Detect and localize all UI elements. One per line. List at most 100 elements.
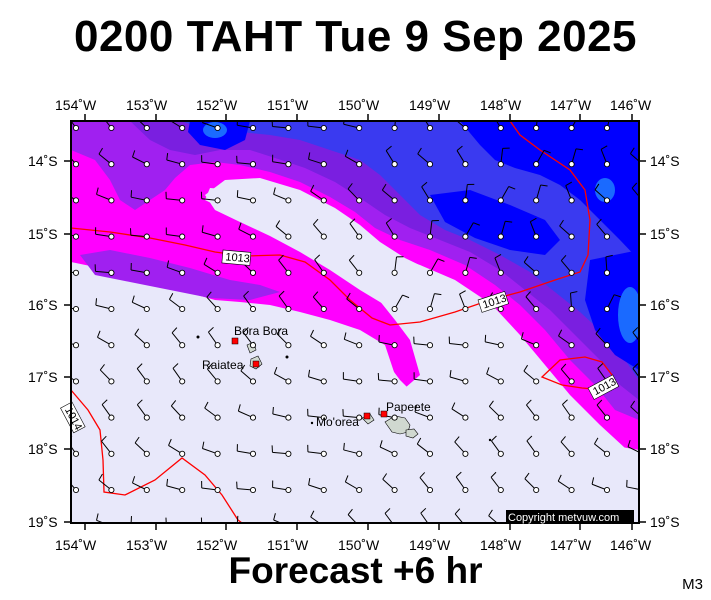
longitude-labels-top: 154˚W 153˚W 152˚W 151˚W 150˚W 149˚W 148˚… [55, 97, 652, 113]
wind-barb-station [640, 524, 645, 529]
wind-barb-feather [348, 254, 355, 261]
wind-barb-feather [597, 363, 604, 369]
lat-label-right-0: 14˚S [650, 153, 680, 169]
wind-barb-station [426, 342, 434, 349]
wind-barb-feather [382, 473, 388, 480]
wind-barb-station [391, 233, 398, 240]
wind-barb-station [640, 125, 645, 130]
wind-barb-station [426, 233, 434, 240]
latitude-labels-right: 14˚S 15˚S 16˚S 17˚S 18˚S 19˚S [650, 153, 680, 530]
wind-barb-feather [649, 294, 656, 296]
wind-barb-staff [420, 512, 429, 523]
wind-barb-feather [596, 218, 602, 225]
wind-barb-station [640, 487, 645, 492]
wind-barb-station [214, 269, 221, 276]
wind-barb-station [285, 124, 292, 132]
wind-barb-station [462, 342, 469, 349]
wind-barb-feather [560, 436, 566, 443]
wind-barb-station [603, 342, 611, 349]
wind-barb-feather [525, 291, 531, 298]
wind-barb-station [320, 233, 327, 240]
wind-barb-feather [454, 436, 460, 443]
wind-barb-station [568, 233, 575, 240]
wind-barb-station [285, 450, 292, 457]
wind-barb-station [568, 124, 575, 132]
wind-barb-feather [98, 473, 103, 481]
wind-barb-station [72, 124, 80, 132]
wind-barb-feather [575, 148, 584, 151]
wind-barb-staff [310, 516, 321, 523]
rain-blob-purple-west [80, 250, 280, 300]
wind-barb-station [497, 197, 504, 204]
lon-label-top-0: 154˚W [55, 97, 97, 113]
wind-barb-station [533, 197, 540, 204]
rain-core-deep-blue-north [460, 121, 639, 260]
wind-barb-feather [451, 402, 456, 410]
wind-barb-feather [273, 513, 276, 521]
wind-barb-station [640, 451, 645, 456]
lat-label-left-3: 17˚S [28, 369, 58, 385]
wind-barb-staff [96, 519, 105, 523]
wind-barb-station [143, 197, 150, 204]
wind-barb-station [462, 450, 469, 457]
lat-label-right-4: 18˚S [650, 441, 680, 457]
wind-barb-station [356, 124, 363, 132]
wind-barb-station [603, 305, 611, 313]
wind-barb-station [640, 306, 645, 311]
wind-barb-station [533, 161, 540, 168]
wind-barb-feather [310, 329, 314, 337]
wind-barb-staff [454, 513, 464, 523]
lon-label-bottom-3: 151˚W [267, 537, 309, 553]
wind-barb-station [640, 379, 645, 384]
wind-barb-station [143, 378, 150, 385]
wind-barb-feather [456, 145, 463, 151]
wind-barb-feather [96, 187, 99, 195]
wind-barb-feather [273, 366, 278, 374]
wind-barb-station [285, 305, 292, 313]
wind-barb-station [285, 378, 292, 385]
wind-barb-feather [459, 290, 466, 295]
wind-barb-station [391, 486, 398, 494]
wind-barb-station [603, 161, 611, 168]
wind-barb-station [497, 378, 504, 385]
wind-barb-feather [523, 364, 529, 372]
wind-barb-feather [562, 399, 568, 405]
wind-barb-station [640, 343, 645, 348]
wind-barb-feather [384, 508, 391, 514]
wind-barb-station [143, 161, 150, 168]
place-label-moorea: Mo'orea [316, 415, 359, 429]
lon-label-top-2: 152˚W [196, 97, 238, 113]
wind-barb-staff [626, 486, 639, 490]
wind-barb-feather [170, 400, 177, 407]
wind-barb-station [497, 269, 504, 276]
wind-barb-station [533, 269, 540, 276]
lat-label-left-4: 18˚S [28, 441, 58, 457]
wind-barb-feather [310, 184, 315, 192]
wind-barb-feather [343, 332, 347, 340]
wind-barb-feather [381, 183, 387, 191]
wind-barb-feather [488, 509, 493, 517]
wind-barb-station [568, 414, 575, 421]
map-ticks [64, 114, 646, 530]
wind-barb-station [426, 197, 434, 204]
wind-barb-station [249, 197, 257, 204]
map-title: 0200 TAHT Tue 9 Sep 2025 [73, 12, 638, 61]
latitude-labels-left: 14˚S 15˚S 16˚S 17˚S 18˚S 19˚S [28, 153, 58, 530]
wind-barb-station [72, 269, 80, 276]
wind-barb-staff [626, 525, 642, 526]
wind-barb-staff [347, 514, 357, 523]
wind-barb-station [72, 342, 80, 349]
wind-barb-station [179, 486, 186, 494]
wind-barb-station [72, 197, 80, 204]
wind-barb-station [463, 524, 468, 529]
wind-barb-station [73, 524, 78, 529]
wind-barb-feather [136, 363, 143, 369]
wind-barb-staff [384, 513, 393, 523]
wind-barb-feather [526, 399, 532, 406]
wind-barb-feather [491, 435, 497, 442]
wind-barb-station [391, 378, 398, 385]
wind-barb-feather [449, 369, 452, 378]
wind-barb-feather [453, 112, 457, 118]
wind-barb-station [497, 486, 504, 494]
wind-barb-feather [313, 218, 319, 225]
